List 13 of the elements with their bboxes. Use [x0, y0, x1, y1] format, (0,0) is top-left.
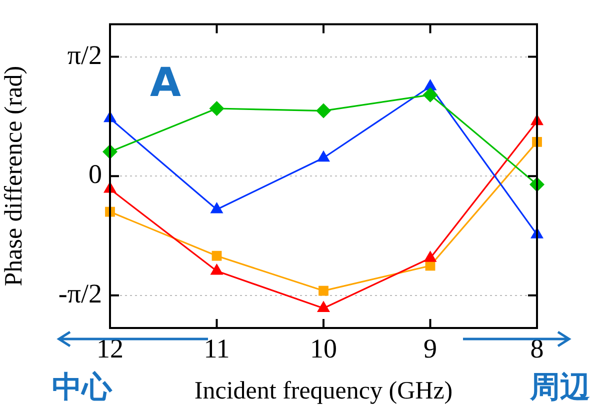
y-tick-label: -π/2 — [58, 278, 102, 308]
x-tick-label: 11 — [204, 333, 230, 364]
x-axis-title: Incident frequency (GHz) — [194, 378, 453, 405]
x-tick-label: 12 — [96, 333, 124, 364]
x-tick-label: 9 — [424, 333, 437, 364]
y-tick-label: π/2 — [67, 40, 102, 70]
x-tick-label: 10 — [310, 333, 337, 364]
text: 中心 — [52, 370, 113, 405]
x-tick-label: 8 — [530, 333, 544, 364]
y-tick-label: 0 — [88, 159, 102, 190]
y-axis-title: Phase difference (rad) — [0, 66, 28, 286]
text: 周辺 — [529, 370, 590, 405]
annotation: A — [150, 60, 181, 106]
